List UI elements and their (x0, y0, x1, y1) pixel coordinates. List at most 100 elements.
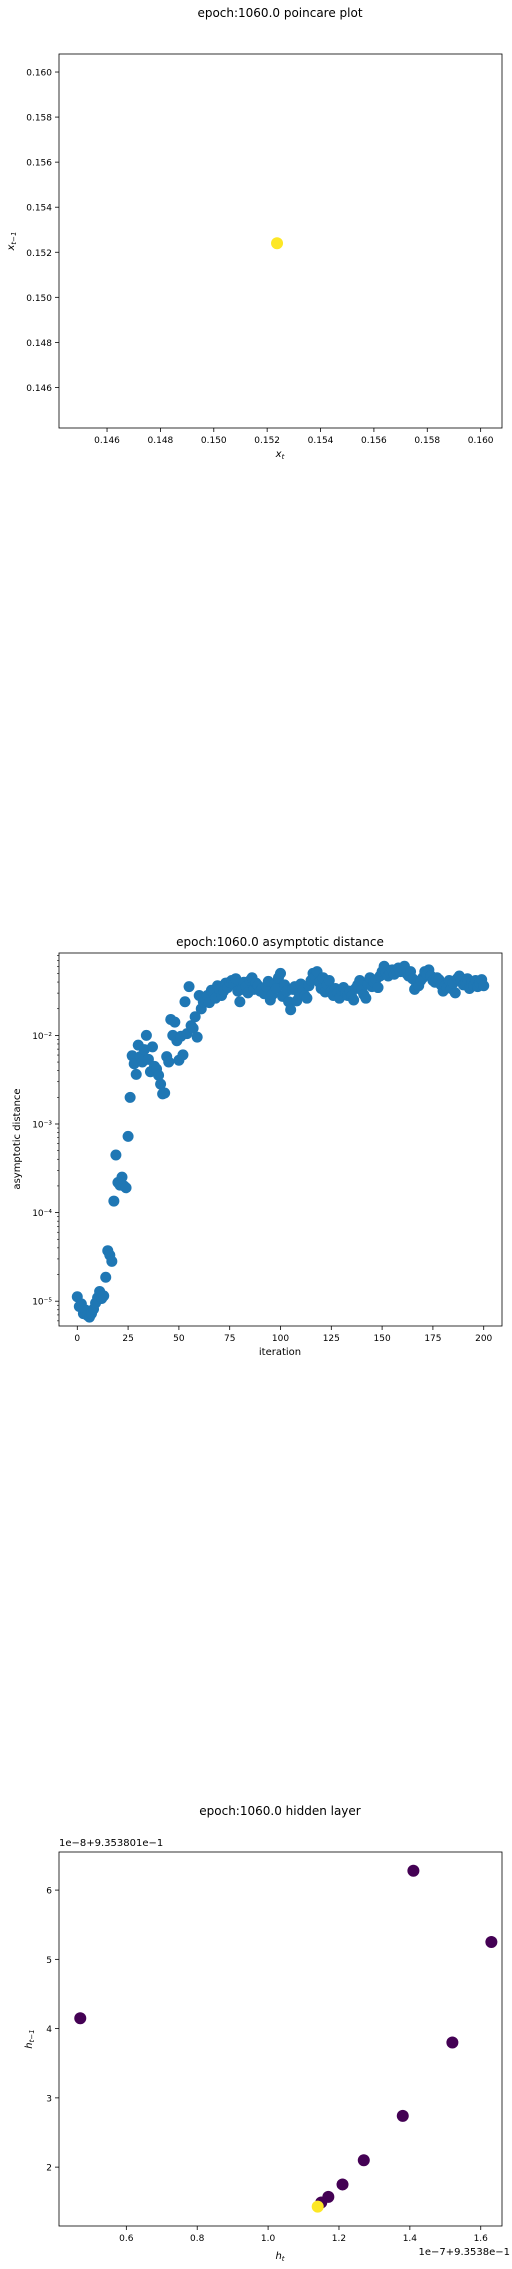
data-point (323, 974, 335, 986)
data-point (285, 1004, 297, 1016)
x-tick-label: 200 (475, 1334, 492, 1344)
data-point (234, 996, 246, 1008)
x-tick-label: 0.6 (119, 2234, 134, 2244)
poincare-plot: epoch:1060.0 poincare plot 0.146 0.148 0.1… (6, 6, 503, 461)
data-point (108, 1195, 120, 1207)
data-point (183, 981, 195, 993)
data-point (163, 1056, 175, 1068)
data-point (106, 1255, 118, 1267)
y-tick-label: 0.148 (26, 339, 52, 349)
x-tick-label: 1.2 (332, 2234, 346, 2244)
y-axis-label: asymptotic distance (12, 1088, 23, 1189)
x-tick-label: 0.154 (308, 436, 334, 446)
data-point (177, 1049, 189, 1061)
data-point (155, 1078, 167, 1090)
y-tick-label: 0.158 (26, 114, 52, 124)
x-tick-label: 0.8 (190, 2234, 205, 2244)
x-tick-label: 0.158 (414, 436, 440, 446)
data-point (130, 1068, 142, 1080)
data-point (116, 1171, 128, 1183)
y-axis-ticks: 0.146 0.148 0.150 0.152 0.154 0.156 0.158 0.160 (26, 69, 59, 394)
x-axis-ticks: 0 25 50 75 100 125 150 175 200 (74, 1326, 493, 1344)
y-tick-label: 0.160 (26, 69, 52, 79)
hidden-layer-plot: epoch:1060.0 hidden layer 1e−8+9.353801e… (24, 1804, 510, 2263)
x-tick-label: 25 (122, 1334, 133, 1344)
data-point (396, 2109, 409, 2122)
data-point (311, 2200, 324, 2213)
y-axis-ticks: 2 3 4 5 6 (46, 1887, 59, 2174)
data-point (407, 1864, 420, 1877)
x-tick-label: 100 (272, 1334, 289, 1344)
data-point (348, 994, 360, 1006)
data-point (478, 980, 490, 992)
data-point (301, 992, 313, 1004)
y-tick-label: 0.154 (26, 204, 52, 214)
x-tick-label: 0.150 (201, 436, 227, 446)
data-point (159, 1087, 171, 1099)
x-tick-label: 0.146 (94, 436, 120, 446)
x-axis-offset: 1e−7+9.3538e−1 (418, 2247, 510, 2258)
x-axis-ticks: 0.146 0.148 0.150 0.152 0.154 0.156 0.158 0.160 (94, 428, 494, 446)
x-tick-label: 1.6 (474, 2234, 489, 2244)
x-tick-label: 0.156 (361, 436, 387, 446)
data-point (446, 2036, 459, 2049)
data-point (179, 996, 191, 1008)
plot-frame (58, 1851, 503, 2227)
y-tick-label: 5 (46, 1956, 52, 1966)
y-tick-label: 10⁻⁵ (32, 1298, 52, 1308)
y-tick-label: 0.152 (26, 249, 52, 259)
data-point (271, 237, 284, 250)
data-point (74, 2012, 87, 2025)
data-point (98, 1290, 110, 1302)
x-tick-label: 50 (173, 1334, 185, 1344)
x-tick-label: 1.0 (261, 2234, 276, 2244)
data-point (191, 1031, 203, 1043)
data-point (372, 982, 384, 994)
x-tick-label: 75 (224, 1334, 235, 1344)
data-point (449, 987, 461, 999)
data-point (146, 1041, 158, 1053)
data-point (124, 1091, 136, 1103)
plot-frame (58, 53, 503, 429)
x-axis-label: iteration (259, 1347, 301, 1358)
x-tick-label: 1.4 (403, 2234, 418, 2244)
data-point (140, 1029, 152, 1041)
y-tick-label: 0.156 (26, 159, 52, 169)
y-axis-offset: 1e−8+9.353801e−1 (59, 1838, 163, 1849)
x-tick-label: 125 (323, 1334, 340, 1344)
plot-marks (71, 960, 490, 1323)
data-point (169, 1016, 181, 1028)
data-point (122, 1130, 134, 1142)
chart-title: epoch:1060.0 hidden layer (199, 1804, 361, 1818)
data-point (100, 1271, 112, 1283)
x-tick-label: 0 (74, 1334, 80, 1344)
y-tick-label: 6 (46, 1887, 52, 1897)
plot-marks (74, 1864, 498, 2213)
data-point (110, 1149, 122, 1161)
x-tick-label: 0.152 (254, 436, 280, 446)
x-tick-label: 175 (424, 1334, 441, 1344)
x-tick-label: 0.148 (148, 436, 174, 446)
x-tick-label: 150 (374, 1334, 391, 1344)
data-point (485, 1936, 498, 1949)
data-point (275, 967, 286, 979)
y-tick-label: 4 (46, 2025, 52, 2035)
chart-title: epoch:1060.0 asymptotic distance (176, 935, 384, 949)
x-axis-ticks: 0.6 0.8 1.0 1.2 1.4 1.6 (119, 2226, 488, 2244)
data-point (189, 1011, 201, 1023)
x-tick-label: 0.160 (468, 436, 494, 446)
y-tick-label: 2 (46, 2164, 52, 2174)
chart-title: epoch:1060.0 poincare plot (197, 6, 362, 20)
x-axis-label: xt (275, 449, 285, 461)
y-tick-label: 0.150 (26, 294, 52, 304)
data-point (336, 2178, 349, 2191)
data-point (153, 1069, 165, 1081)
plot-marks (271, 237, 284, 250)
data-point (357, 2154, 370, 2167)
data-point (120, 1182, 132, 1194)
y-tick-label: 10⁻⁴ (32, 1209, 52, 1219)
y-tick-label: 3 (46, 2094, 52, 2104)
asymptotic-distance-plot: epoch:1060.0 asymptotic distance 0 25 50 75… (12, 935, 503, 1358)
y-tick-label: 10⁻³ (32, 1120, 52, 1130)
